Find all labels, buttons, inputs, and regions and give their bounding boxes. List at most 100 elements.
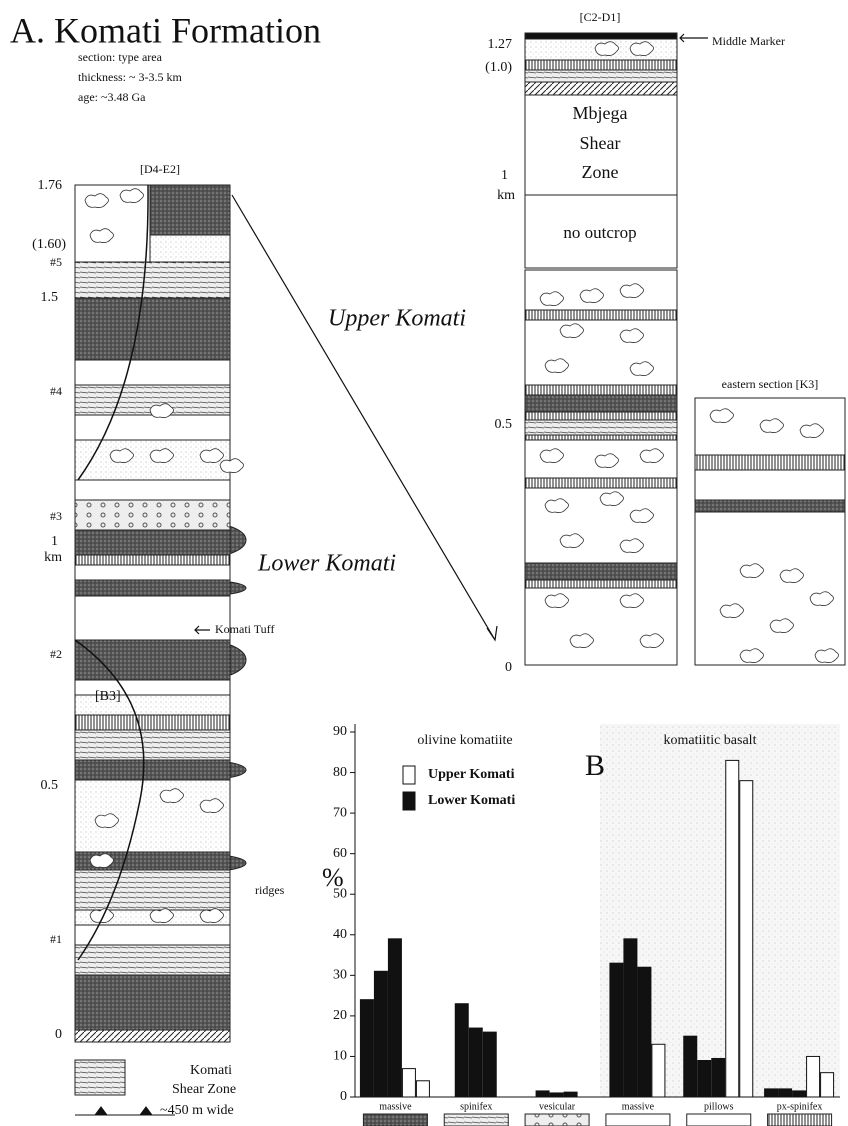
cloud xyxy=(110,449,134,463)
label: Middle Marker xyxy=(712,34,785,48)
scale-label: 1.76 xyxy=(38,178,63,193)
cloud xyxy=(600,492,624,506)
scale-label: (1.0) xyxy=(485,60,512,75)
cloud xyxy=(120,189,144,203)
layer xyxy=(695,512,845,665)
cloud xyxy=(580,289,604,303)
layer xyxy=(75,975,230,1030)
cloud xyxy=(810,592,834,606)
layer xyxy=(75,565,230,580)
scale-label: 1 xyxy=(51,534,58,549)
label: Komati Tuff xyxy=(215,622,274,636)
cloud xyxy=(640,449,664,463)
cloud xyxy=(200,799,224,813)
layer xyxy=(695,500,845,512)
group-label: olivine komatiite xyxy=(417,733,512,748)
cloud xyxy=(780,569,804,583)
label: [B3] xyxy=(95,689,121,704)
cloud xyxy=(740,564,764,578)
bar xyxy=(638,967,651,1097)
cloud xyxy=(200,909,224,923)
bar xyxy=(698,1061,711,1098)
subtitle: age: ~3.48 Ga xyxy=(78,90,146,104)
cloud xyxy=(540,449,564,463)
cloud xyxy=(770,619,794,633)
bar xyxy=(416,1081,429,1097)
layer xyxy=(75,480,230,500)
panel-title: A. Komati Formation xyxy=(10,10,321,50)
lithology-swatch xyxy=(606,1114,670,1126)
cloud xyxy=(545,359,569,373)
scale-label: km xyxy=(44,550,62,565)
cloud xyxy=(560,324,584,338)
layer xyxy=(75,360,230,385)
layer xyxy=(75,500,230,530)
scale-label: km xyxy=(497,188,515,203)
bar xyxy=(652,1044,665,1097)
layer xyxy=(525,60,677,70)
layer xyxy=(525,420,677,435)
label: Shear xyxy=(580,133,621,153)
bar xyxy=(624,939,637,1097)
layer xyxy=(75,580,230,596)
layer xyxy=(75,945,230,975)
layer xyxy=(525,435,677,440)
scale: 1.76 (1.60) #5 1.5 #4 #3 1 km #2 0.5 #1 … xyxy=(32,178,66,1042)
cloud xyxy=(800,424,824,438)
bar xyxy=(388,939,401,1097)
lithology-swatch xyxy=(525,1114,589,1126)
y-tick-label: 20 xyxy=(333,1008,347,1023)
label: Lower Komati xyxy=(257,551,396,577)
y-tick-label: 90 xyxy=(333,724,347,739)
legend-swatch xyxy=(75,1060,125,1095)
lithology-swatch xyxy=(687,1114,751,1126)
y-tick-label: 0 xyxy=(340,1089,347,1104)
cloud xyxy=(620,329,644,343)
x-tick-label: spinifex xyxy=(460,1101,492,1112)
layer xyxy=(75,1030,230,1042)
lithology-swatch xyxy=(768,1114,832,1126)
cloud xyxy=(595,42,619,56)
cloud xyxy=(560,534,584,548)
label: no outcrop xyxy=(563,223,636,242)
legend-swatch xyxy=(403,792,415,810)
label: Komati xyxy=(190,1063,232,1078)
bar xyxy=(740,781,753,1097)
cloud xyxy=(150,449,174,463)
bar xyxy=(821,1073,834,1097)
scale-label: 0.5 xyxy=(41,778,59,793)
scale: 1.27 (1.0) 1 km 0.5 0 xyxy=(485,37,515,675)
legend-swatch xyxy=(403,766,415,784)
layer xyxy=(75,415,230,440)
layer xyxy=(695,455,845,470)
column-label: eastern section [K3] xyxy=(722,377,819,391)
x-tick-label: pillows xyxy=(704,1101,734,1112)
bar xyxy=(564,1092,577,1097)
cloud xyxy=(85,194,109,208)
cloud xyxy=(620,539,644,553)
cloud xyxy=(620,284,644,298)
group-label: komatiitic basalt xyxy=(664,733,757,748)
figure: A. Komati Formation section: type area t… xyxy=(0,0,848,1126)
bar-chart: %Bolivine komatiitekomatiitic basalt0102… xyxy=(322,724,840,1126)
bar xyxy=(807,1056,820,1097)
bar xyxy=(684,1036,697,1097)
layer xyxy=(525,33,677,39)
column-label: [D4-E2] xyxy=(140,162,180,176)
label: Mbjega xyxy=(573,103,628,123)
layer xyxy=(75,730,230,760)
cloud xyxy=(630,42,654,56)
x-tick-label: massive xyxy=(622,1101,655,1112)
layer xyxy=(75,596,230,640)
layer xyxy=(75,760,230,780)
bar xyxy=(469,1028,482,1097)
bar xyxy=(726,760,739,1097)
bar xyxy=(550,1093,563,1097)
bar xyxy=(402,1069,415,1097)
layer xyxy=(75,262,230,298)
bar xyxy=(712,1058,725,1097)
y-tick-label: 30 xyxy=(333,968,347,983)
layer xyxy=(525,82,677,95)
cloud xyxy=(630,509,654,523)
cloud xyxy=(630,362,654,376)
